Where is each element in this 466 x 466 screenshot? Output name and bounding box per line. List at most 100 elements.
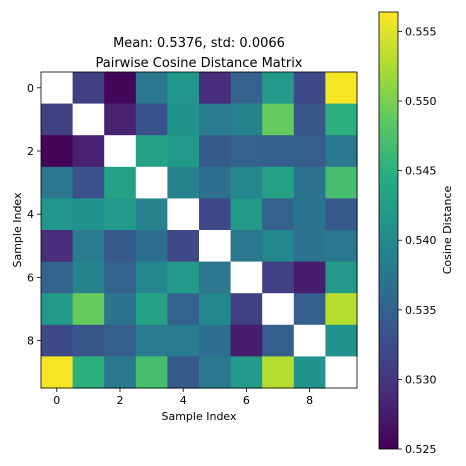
colorbar-tick-label: 0.550: [405, 95, 437, 108]
heatmap-cell-9-2: [104, 356, 137, 389]
heatmap-cell-1-5: [199, 103, 232, 136]
colorbar-tick-label: 0.555: [405, 25, 437, 38]
heatmap-cell-1-2: [104, 103, 137, 136]
heatmap-cell-4-7: [262, 198, 295, 231]
heatmap-cell-0-5: [199, 72, 232, 105]
heatmap-cell-5-8: [293, 230, 326, 263]
heatmap-cell-8-0: [41, 324, 74, 357]
colorbar-ticks: 0.525 0.530 0.535 0.540 0.545 0.550 0.555: [398, 25, 437, 456]
chart-title: Mean: 0.5376, std: 0.0066: [113, 36, 285, 51]
heatmap-cell-4-5: [199, 198, 232, 231]
heatmap-cells: [41, 72, 358, 389]
heatmap-cell-9-1: [72, 356, 105, 389]
heatmap-cell-5-6: [230, 230, 263, 263]
heatmap-cell-2-1: [72, 135, 105, 168]
heatmap-cell-6-8: [293, 261, 326, 294]
heatmap-cell-7-2: [104, 293, 137, 326]
heatmap-cell-6-0: [41, 261, 74, 294]
heatmap-cell-1-7: [262, 103, 295, 136]
colorbar-tick-label: 0.530: [405, 373, 437, 386]
heatmap-cell-3-6: [230, 166, 263, 199]
heatmap-cell-2-5: [199, 135, 232, 168]
heatmap-cell-2-6: [230, 135, 263, 168]
heatmap-cell-2-2: [104, 135, 137, 168]
x-tick-label: 2: [117, 394, 124, 407]
heatmap-cell-7-1: [72, 293, 105, 326]
heatmap-cell-8-9: [325, 324, 358, 357]
heatmap-cell-5-4: [167, 230, 200, 263]
heatmap-cell-7-9: [325, 293, 358, 326]
heatmap-cell-6-9: [325, 261, 358, 294]
heatmap-cell-2-9: [325, 135, 358, 168]
heatmap-cell-0-9: [325, 72, 358, 105]
heatmap-cell-9-5: [199, 356, 232, 389]
heatmap-cell-8-3: [135, 324, 168, 357]
heatmap-cell-1-9: [325, 103, 358, 136]
heatmap-cell-9-6: [230, 356, 263, 389]
heatmap-cell-6-7: [262, 261, 295, 294]
y-tick-label: 0: [27, 82, 34, 95]
heatmap-cell-1-6: [230, 103, 263, 136]
heatmap-cell-8-5: [199, 324, 232, 357]
heatmap-cell-6-6: [230, 261, 263, 294]
colorbar-tick-label: 0.525: [405, 443, 437, 456]
heatmap-cell-9-9: [325, 356, 358, 389]
heatmap-cell-2-8: [293, 135, 326, 168]
heatmap-cell-6-5: [199, 261, 232, 294]
heatmap-cell-0-8: [293, 72, 326, 105]
colorbar-tick-label: 0.535: [405, 304, 437, 317]
x-tick-label: 6: [243, 394, 250, 407]
heatmap-cell-2-3: [135, 135, 168, 168]
heatmap-cell-0-4: [167, 72, 200, 105]
y-axis-label: Sample Index: [11, 192, 24, 268]
heatmap-cell-9-0: [41, 356, 74, 389]
heatmap-cell-1-1: [72, 103, 105, 136]
heatmap-cell-4-6: [230, 198, 263, 231]
y-tick-label: 8: [27, 335, 34, 348]
heatmap-cell-7-3: [135, 293, 168, 326]
heatmap-cell-8-1: [72, 324, 105, 357]
heatmap-cell-0-3: [135, 72, 168, 105]
heatmap-cell-6-2: [104, 261, 137, 294]
heatmap-cell-3-9: [325, 166, 358, 199]
heatmap-cell-3-4: [167, 166, 200, 199]
y-tick-label: 4: [27, 208, 34, 221]
x-tick-label: 4: [180, 394, 187, 407]
heatmap-cell-4-3: [135, 198, 168, 231]
heatmap-cell-3-3: [135, 166, 168, 199]
colorbar-label: Cosine Distance: [441, 186, 454, 275]
heatmap-cell-5-5: [199, 230, 232, 263]
heatmap-cell-1-4: [167, 103, 200, 136]
heatmap-cell-0-6: [230, 72, 263, 105]
heatmap-cell-6-1: [72, 261, 105, 294]
heatmap-cell-9-8: [293, 356, 326, 389]
colorbar-tick-label: 0.545: [405, 165, 437, 178]
plot-frame: [40, 71, 358, 389]
heatmap-cell-8-4: [167, 324, 200, 357]
heatmap-cell-0-1: [72, 72, 105, 105]
chart-subtitle: Pairwise Cosine Distance Matrix: [95, 56, 302, 71]
heatmap-cell-8-7: [262, 324, 295, 357]
heatmap-cell-4-2: [104, 198, 137, 231]
heatmap-cell-9-7: [262, 356, 295, 389]
heatmap-cell-5-0: [41, 230, 74, 263]
heatmap-cell-7-4: [167, 293, 200, 326]
heatmap-cell-9-4: [167, 356, 200, 389]
heatmap-cell-4-9: [325, 198, 358, 231]
heatmap-cell-8-6: [230, 324, 263, 357]
colorbar-tick-label: 0.540: [405, 234, 437, 247]
heatmap-cell-7-8: [293, 293, 326, 326]
heatmap-cell-2-7: [262, 135, 295, 168]
heatmap-cell-7-6: [230, 293, 263, 326]
heatmap-cell-0-2: [104, 72, 137, 105]
heatmap-cell-3-2: [104, 166, 137, 199]
heatmap-cell-6-4: [167, 261, 200, 294]
heatmap-cell-8-2: [104, 324, 137, 357]
colorbar: [378, 11, 399, 450]
heatmap-cell-6-3: [135, 261, 168, 294]
heatmap-cell-4-4: [167, 198, 200, 231]
heatmap-cell-1-8: [293, 103, 326, 136]
heatmap-cell-4-0: [41, 198, 74, 231]
heatmap-cell-5-3: [135, 230, 168, 263]
